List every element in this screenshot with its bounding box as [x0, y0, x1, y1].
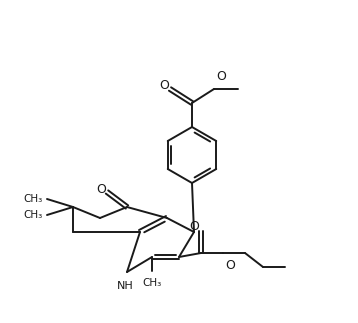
Text: CH₃: CH₃ — [142, 278, 161, 288]
Text: O: O — [96, 182, 106, 195]
Text: O: O — [225, 259, 235, 272]
Text: NH: NH — [117, 281, 134, 291]
Text: O: O — [159, 78, 169, 91]
Text: CH₃: CH₃ — [23, 210, 43, 220]
Text: O: O — [216, 70, 226, 83]
Text: O: O — [189, 221, 199, 234]
Text: CH₃: CH₃ — [23, 194, 43, 204]
